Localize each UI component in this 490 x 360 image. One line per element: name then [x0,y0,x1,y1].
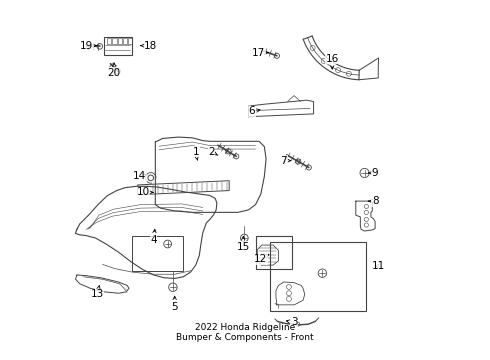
Text: 2022 Honda Ridgeline
Bumper & Components - Front: 2022 Honda Ridgeline Bumper & Components… [176,323,314,342]
Text: 12: 12 [254,254,269,264]
Text: 18: 18 [141,41,157,51]
Bar [103,37,132,55]
Text: 3: 3 [286,318,297,328]
Text: 6: 6 [249,107,260,116]
Text: 17: 17 [252,48,269,58]
Bar [123,37,127,44]
Bar [270,242,367,311]
Text: 4: 4 [150,229,157,245]
Text: 10: 10 [136,187,153,197]
Bar [118,37,122,44]
Text: 9: 9 [368,168,378,178]
Bar [112,37,117,44]
Text: 5: 5 [172,296,178,312]
Bar [128,37,132,44]
Text: 8: 8 [368,196,378,206]
Text: 7: 7 [280,156,291,166]
Text: 19: 19 [80,41,97,51]
Text: 14: 14 [133,171,147,181]
Text: 16: 16 [325,54,339,69]
Bar [256,236,293,269]
Text: 11: 11 [372,261,385,271]
Text: 2: 2 [208,147,218,157]
Text: 20: 20 [108,63,121,78]
Bar [132,236,183,271]
Text: 13: 13 [91,285,104,299]
Text: 1: 1 [193,147,199,160]
Bar [107,37,111,44]
Text: 15: 15 [237,237,250,252]
